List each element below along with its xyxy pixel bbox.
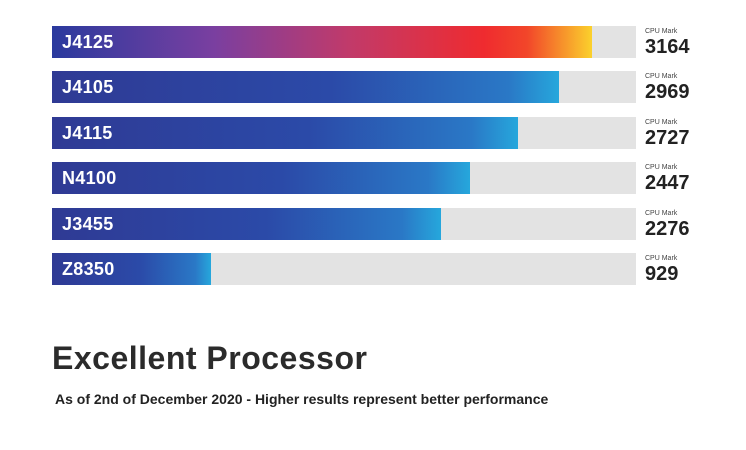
category-label: J4105 bbox=[62, 77, 114, 98]
category-label: N4100 bbox=[62, 168, 117, 189]
value-group: CPU Mark 2727 bbox=[645, 118, 690, 149]
data-label: 2276 bbox=[645, 217, 690, 240]
data-label: 2447 bbox=[645, 172, 690, 195]
value-group: CPU Mark 2969 bbox=[645, 72, 690, 103]
value-group: CPU Mark 3164 bbox=[645, 27, 690, 58]
bar-row: N4100 bbox=[52, 162, 636, 195]
bar-row: J3455 bbox=[52, 207, 636, 240]
category-label: Z8350 bbox=[62, 259, 115, 279]
category-label: J4125 bbox=[62, 32, 114, 52]
bar bbox=[52, 71, 559, 104]
metric-caption: CPU Mark bbox=[645, 28, 678, 35]
bar bbox=[52, 162, 470, 195]
value-group: CPU Mark 929 bbox=[645, 254, 678, 285]
data-label: 2727 bbox=[645, 126, 690, 149]
bar-row: J4115 bbox=[52, 116, 636, 149]
bar-row: Z8350 bbox=[52, 253, 636, 285]
chart-subtitle: As of 2nd of December 2020 - Higher resu… bbox=[55, 391, 549, 407]
bar-row: J4105 bbox=[52, 71, 636, 104]
metric-caption: CPU Mark bbox=[645, 164, 678, 172]
bar bbox=[52, 207, 441, 240]
data-label: 2969 bbox=[645, 81, 690, 104]
bar bbox=[52, 26, 593, 58]
data-label: 929 bbox=[645, 263, 679, 285]
bar bbox=[52, 116, 518, 149]
metric-caption: CPU Mark bbox=[645, 73, 678, 81]
metric-caption: CPU Mark bbox=[645, 118, 678, 126]
bar-row: J4125 bbox=[52, 26, 636, 58]
value-group: CPU Mark 2447 bbox=[645, 163, 690, 194]
category-label: J4115 bbox=[62, 122, 113, 143]
bar bbox=[52, 253, 211, 285]
value-group: CPU Mark 2276 bbox=[645, 209, 690, 240]
data-label: 3164 bbox=[645, 36, 690, 58]
metric-caption: CPU Mark bbox=[645, 255, 678, 262]
category-label: J3455 bbox=[62, 213, 114, 234]
bar-chart: J4125 CPU Mark 3164 J4105 CPU Mark 2969 J4115 C… bbox=[52, 26, 690, 285]
metric-caption: CPU Mark bbox=[645, 209, 678, 217]
chart-title: Excellent Processor bbox=[52, 340, 368, 376]
